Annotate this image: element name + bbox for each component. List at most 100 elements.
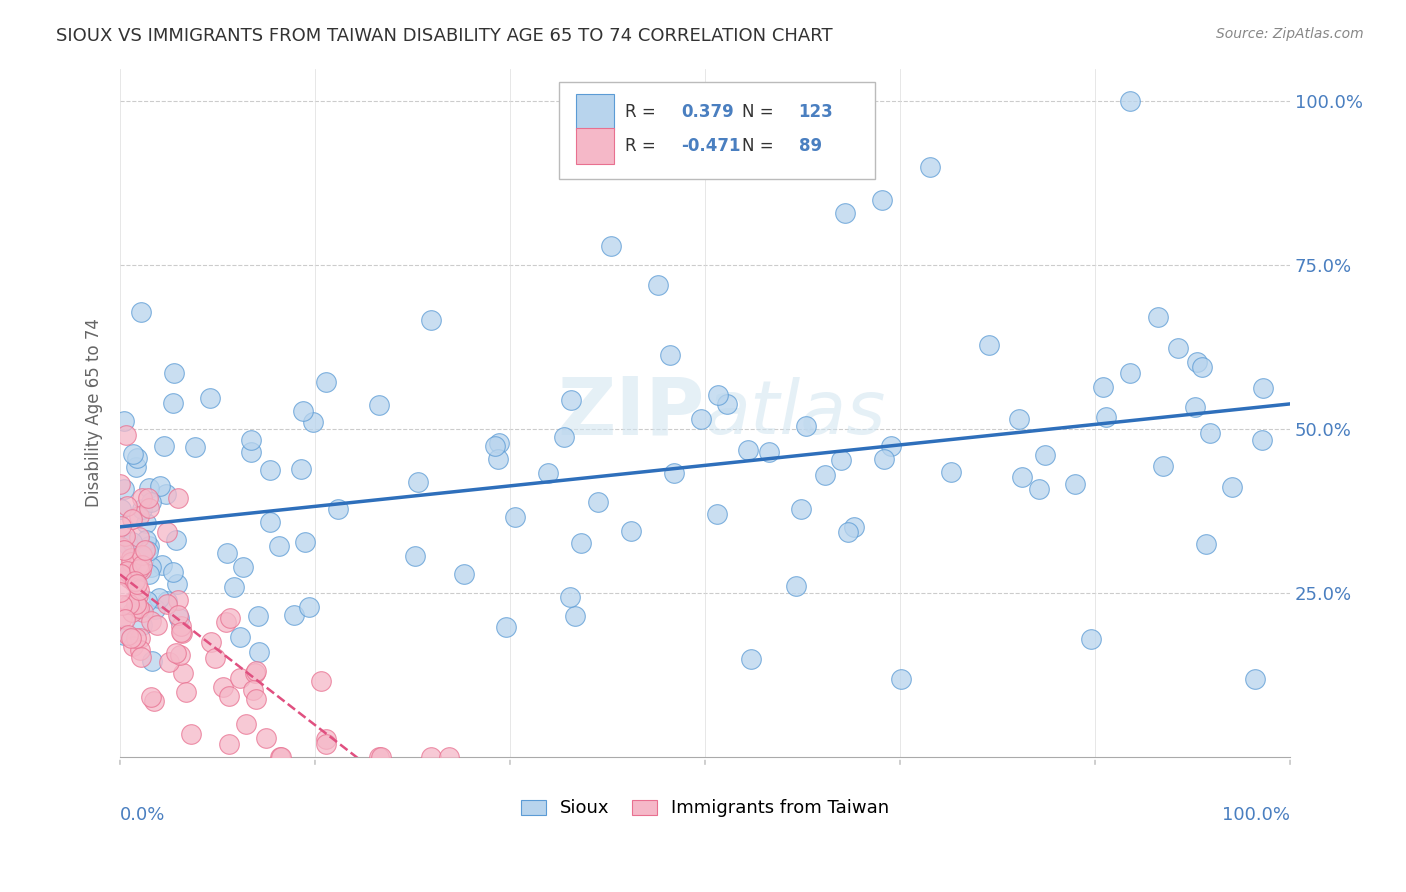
Point [114, 427, 136, 442]
Point [121, 605, 143, 619]
Point [124, 574, 146, 588]
Point [131, 491, 153, 506]
Point [108, 476, 131, 491]
Point [560, 393, 582, 408]
Point [269, 750, 291, 764]
Point [662, 467, 685, 481]
Point [125, 632, 148, 646]
Point [138, 539, 160, 553]
Point [118, 598, 141, 612]
Point [259, 463, 281, 477]
Point [232, 560, 254, 574]
Point [131, 549, 153, 563]
Point [114, 612, 136, 626]
Point [155, 487, 177, 501]
Point [537, 466, 560, 480]
Point [172, 665, 194, 680]
Point [138, 481, 160, 495]
Point [267, 539, 290, 553]
Text: 0.379: 0.379 [682, 103, 734, 121]
Point [183, 440, 205, 454]
Point [245, 692, 267, 706]
Point [326, 502, 349, 516]
Point [129, 563, 152, 577]
Point [1152, 458, 1174, 473]
Point [212, 680, 235, 694]
Point [112, 628, 135, 642]
Point [114, 529, 136, 543]
Point [844, 519, 866, 533]
Point [247, 645, 270, 659]
FancyBboxPatch shape [576, 128, 614, 164]
Point [150, 558, 173, 572]
Point [830, 453, 852, 467]
FancyBboxPatch shape [576, 94, 614, 130]
Point [180, 727, 202, 741]
Point [315, 375, 337, 389]
Point [163, 366, 186, 380]
Point [740, 652, 762, 666]
Point [309, 674, 332, 689]
Point [484, 439, 506, 453]
Point [837, 525, 859, 540]
Point [1119, 366, 1142, 380]
Point [135, 516, 157, 530]
Point [127, 588, 149, 602]
Point [129, 643, 152, 657]
Text: Source: ZipAtlas.com: Source: ZipAtlas.com [1216, 27, 1364, 41]
Point [124, 459, 146, 474]
Text: R =: R = [626, 103, 661, 121]
Point [297, 600, 319, 615]
Point [834, 206, 856, 220]
Point [1220, 480, 1243, 494]
Point [367, 397, 389, 411]
Text: atlas: atlas [704, 377, 886, 449]
Point [270, 750, 292, 764]
Point [406, 475, 429, 490]
Point [707, 388, 730, 402]
Point [259, 516, 281, 530]
Point [1250, 433, 1272, 447]
Point [110, 501, 132, 516]
Point [242, 682, 264, 697]
Text: N =: N = [742, 103, 779, 121]
Point [138, 566, 160, 581]
Point [139, 495, 162, 509]
Point [1028, 483, 1050, 497]
Point [153, 439, 176, 453]
Point [117, 539, 139, 553]
Point [120, 632, 142, 646]
Text: SIOUX VS IMMIGRANTS FROM TAIWAN DISABILITY AGE 65 TO 74 CORRELATION CHART: SIOUX VS IMMIGRANTS FROM TAIWAN DISABILI… [56, 27, 832, 45]
Point [1251, 381, 1274, 395]
Point [120, 564, 142, 578]
Point [112, 483, 135, 497]
Point [128, 601, 150, 615]
Point [553, 430, 575, 444]
Point [370, 750, 392, 764]
Point [136, 543, 159, 558]
Point [198, 392, 221, 406]
Point [108, 585, 131, 599]
Point [1011, 470, 1033, 484]
Text: 123: 123 [799, 103, 834, 121]
Point [254, 731, 277, 745]
Point [890, 672, 912, 686]
Point [156, 594, 179, 608]
Point [128, 509, 150, 524]
Point [169, 648, 191, 663]
Point [120, 555, 142, 569]
Point [495, 619, 517, 633]
Point [453, 566, 475, 581]
Point [166, 491, 188, 505]
Point [156, 598, 179, 612]
Point [129, 632, 152, 646]
Point [131, 305, 153, 319]
Point [128, 530, 150, 544]
Point [239, 445, 262, 459]
Point [110, 566, 132, 581]
Point [143, 694, 166, 708]
Point [229, 630, 252, 644]
Point [121, 564, 143, 578]
Point [1191, 360, 1213, 375]
Point [136, 594, 159, 608]
